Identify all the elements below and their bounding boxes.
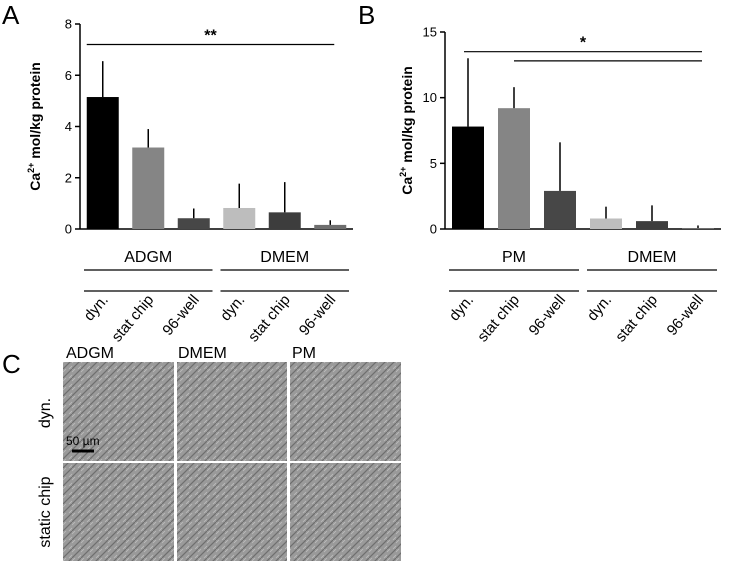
bar	[590, 218, 622, 229]
x-tick-label: 96-well	[663, 292, 707, 339]
panel-label-b: B	[358, 0, 375, 30]
group-label: DMEM	[628, 249, 677, 266]
x-tick-label: 96-well	[525, 292, 569, 339]
bar	[177, 218, 210, 229]
column-label-dmem: DMEM	[178, 345, 227, 362]
x-tick-label: 96-well	[159, 292, 203, 339]
bar	[636, 221, 668, 229]
bar	[132, 147, 165, 229]
x-tick-label: 96-well	[296, 292, 340, 339]
bar	[544, 190, 576, 229]
x-tick-label: stat chip	[108, 292, 157, 346]
y-tick-label: 10	[423, 90, 437, 105]
scale-bar-label: 50 µm	[66, 434, 100, 448]
bar	[452, 126, 484, 229]
x-tick-label: dyn.	[584, 292, 615, 325]
bar	[314, 224, 347, 229]
x-tick-label: dyn.	[217, 292, 248, 325]
micrograph-dmem-static-chip	[177, 463, 287, 561]
row-label-dyn: dyn.	[37, 398, 54, 428]
x-tick-label: stat chip	[245, 292, 294, 346]
y-tick-label: 6	[65, 68, 72, 83]
x-tick-label: stat chip	[474, 292, 523, 346]
x-tick-label: dyn.	[446, 292, 477, 325]
y-tick-label: 5	[430, 156, 437, 171]
micrograph-adgm-dyn	[63, 362, 174, 461]
y-axis-label-b: Ca2+ mol/kg protein	[398, 66, 415, 195]
group-label: DMEM	[260, 249, 309, 266]
bar	[498, 108, 530, 229]
y-tick-label: 15	[423, 25, 437, 40]
significance-label: **	[204, 28, 217, 45]
micrograph-dmem-dyn	[177, 362, 287, 461]
y-tick-label: 4	[65, 119, 72, 134]
micrograph-pm-dyn	[290, 362, 401, 461]
panel-label-a: A	[2, 0, 20, 30]
column-label-adgm: ADGM	[66, 345, 114, 362]
group-label: PM	[502, 249, 526, 266]
x-tick-label: dyn.	[81, 292, 112, 325]
y-tick-label: 0	[65, 222, 72, 237]
y-axis-label-a: Ca2+ mol/kg protein	[26, 62, 43, 191]
bar	[86, 97, 119, 229]
y-tick-label: 2	[65, 170, 72, 185]
micrograph-pm-static-chip	[290, 463, 401, 561]
y-tick-label: 8	[65, 17, 72, 32]
bar	[682, 228, 714, 229]
y-tick-label: 0	[430, 222, 437, 237]
bar	[223, 207, 256, 229]
group-label: ADGM	[124, 249, 172, 266]
x-tick-label: stat chip	[612, 292, 661, 346]
panel-label-c: C	[2, 349, 21, 379]
micrograph-panel: ADGM DMEM PM dyn. static chip 50 µm	[37, 345, 401, 561]
significance-label: *	[580, 35, 587, 52]
micrograph-adgm-static-chip	[63, 463, 174, 561]
bar	[268, 212, 301, 229]
column-label-pm: PM	[292, 345, 316, 362]
row-label-static-chip: static chip	[37, 476, 54, 547]
